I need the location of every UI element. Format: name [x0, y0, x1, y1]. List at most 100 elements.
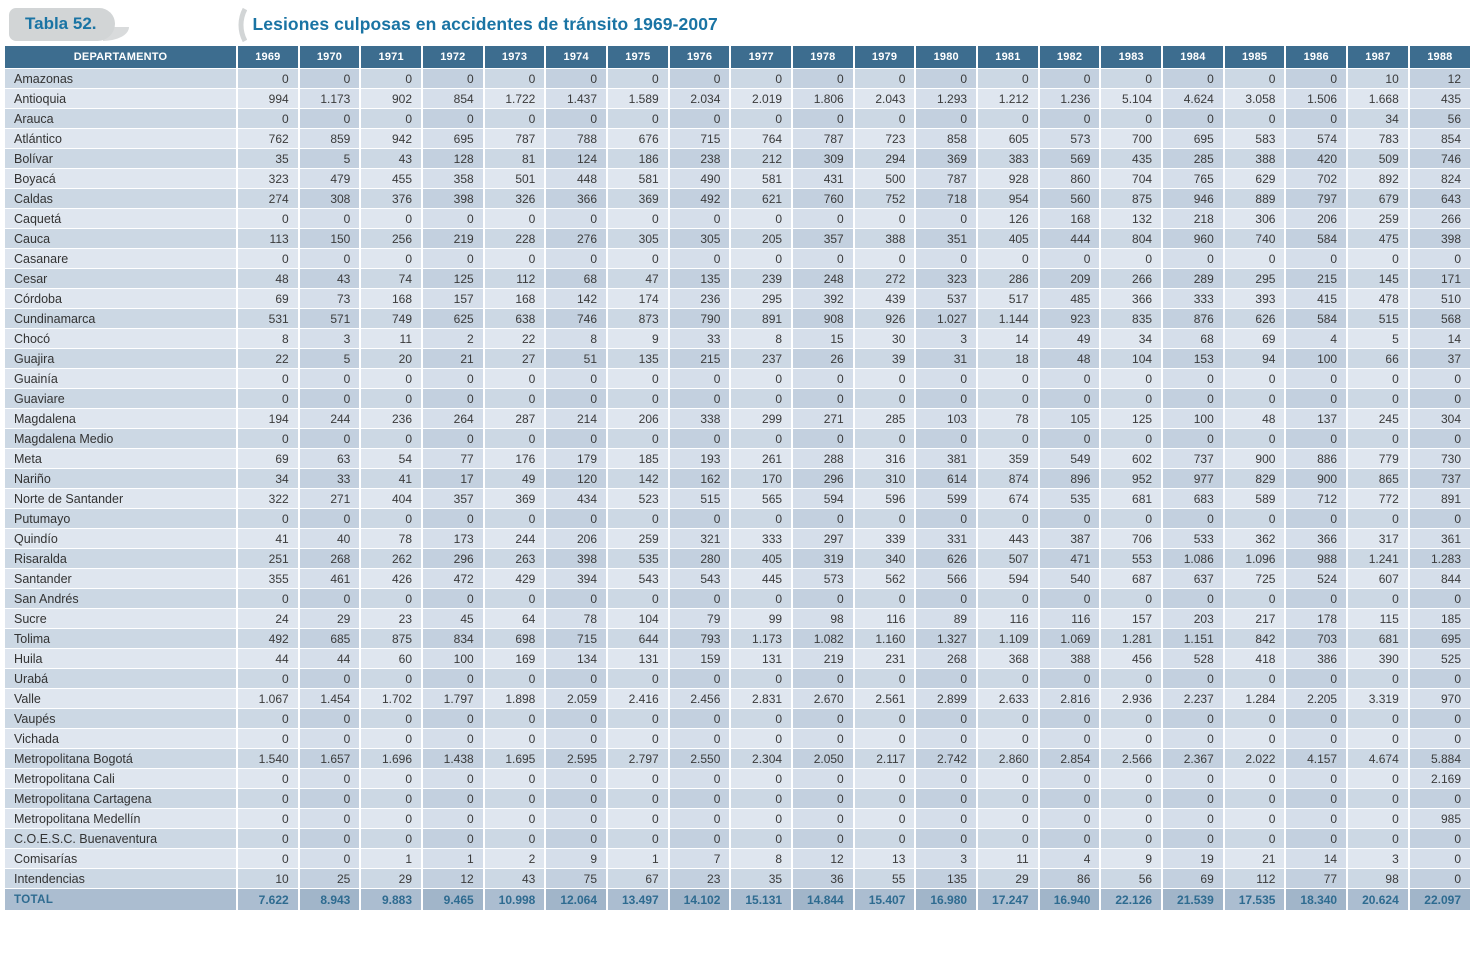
- row-label: Metropolitana Cali: [3, 768, 238, 789]
- table-cell: 100: [421, 648, 485, 669]
- table-cell: 1.702: [359, 688, 423, 709]
- table-cell: 174: [606, 288, 670, 309]
- table-cell: 112: [482, 268, 546, 289]
- table-cell: 2.595: [544, 748, 608, 769]
- table-cell: 405: [976, 228, 1040, 249]
- column-header-year: 1974: [544, 45, 608, 69]
- table-cell: 217: [1222, 608, 1286, 629]
- table-cell: 14: [976, 328, 1040, 349]
- table-cell: 185: [606, 448, 670, 469]
- table-cell: 13: [852, 848, 916, 869]
- table-cell: 116: [852, 608, 916, 629]
- table-cell: 0: [667, 668, 731, 689]
- table-cell: 358: [421, 168, 485, 189]
- table-cell: 21.539: [1161, 888, 1225, 911]
- table-row: Tolima 492 685 875 834 698 715 644 793 1.173 1.082…: [3, 628, 1471, 649]
- table-cell: 244: [482, 528, 546, 549]
- table-cell: 100: [1284, 348, 1348, 369]
- table-cell: 0: [359, 808, 423, 829]
- table-cell: 0: [791, 428, 855, 449]
- table-cell: 0: [976, 108, 1040, 129]
- table-cell: 0: [667, 808, 731, 829]
- table-cell: 0: [421, 428, 485, 449]
- table-cell: 24: [236, 608, 300, 629]
- table-cell: 383: [976, 148, 1040, 169]
- table-cell: 2.742: [914, 748, 978, 769]
- table-cell: 0: [667, 248, 731, 269]
- table-cell: 704: [1099, 168, 1163, 189]
- table-cell: 1.212: [976, 88, 1040, 109]
- table-cell: 388: [1037, 648, 1101, 669]
- table-cell: 68: [544, 268, 608, 289]
- table-cell: 0: [482, 808, 546, 829]
- table-cell: 245: [1346, 408, 1410, 429]
- table-cell: 0: [976, 388, 1040, 409]
- table-cell: 787: [791, 128, 855, 149]
- table-cell: 0: [976, 708, 1040, 729]
- table-cell: 0: [1037, 708, 1101, 729]
- table-cell: 5: [297, 348, 361, 369]
- table-cell: 268: [297, 548, 361, 569]
- table-cell: 135: [667, 268, 731, 289]
- table-cell: 0: [667, 588, 731, 609]
- table-cell: 0: [482, 768, 546, 789]
- table-cell: 2.050: [791, 748, 855, 769]
- table-row: Risaralda 251 268 262 296 263 398 535 280 405 319 3…: [3, 548, 1471, 569]
- table-cell: 0: [914, 728, 978, 749]
- table-cell: 8: [236, 328, 300, 349]
- table-cell: 297: [791, 528, 855, 549]
- table-cell: 1.173: [297, 88, 361, 109]
- row-label: Risaralda: [3, 548, 238, 569]
- table-cell: 0: [1346, 428, 1410, 449]
- table-cell: 355: [236, 568, 300, 589]
- table-title-bar: Tabla 52. Lesiones culposas en accidente…: [3, 0, 1471, 45]
- table-cell: 637: [1161, 568, 1225, 589]
- table-cell: 0: [1037, 728, 1101, 749]
- table-cell: 366: [544, 188, 608, 209]
- table-cell: 0: [421, 668, 485, 689]
- table-cell: 47: [606, 268, 670, 289]
- table-row: Nariño 34 33 41 17 49 120 142 162 170 296 310 614 874…: [3, 468, 1471, 489]
- table-row: Caquetá 0 0 0 0 0 0 0 0 0 0 0 0 126 168 132 218 306 206 259…: [3, 208, 1471, 229]
- table-cell: 695: [1161, 128, 1225, 149]
- table-cell: 323: [914, 268, 978, 289]
- table-cell: 790: [667, 308, 731, 329]
- table-cell: 30: [852, 328, 916, 349]
- table-cell: 0: [421, 248, 485, 269]
- table-cell: 718: [914, 188, 978, 209]
- table-cell: 0: [852, 208, 916, 229]
- table-cell: 607: [1346, 568, 1410, 589]
- table-cell: 296: [421, 548, 485, 569]
- table-cell: 179: [544, 448, 608, 469]
- table-cell: 214: [544, 408, 608, 429]
- table-cell: 842: [1222, 628, 1286, 649]
- table-cell: 0: [236, 768, 300, 789]
- table-cell: 0: [729, 768, 793, 789]
- table-cell: 568: [1407, 308, 1471, 329]
- table-cell: 0: [482, 668, 546, 689]
- table-cell: 1.695: [482, 748, 546, 769]
- table-cell: 779: [1346, 448, 1410, 469]
- table-cell: 730: [1407, 448, 1471, 469]
- table-cell: 614: [914, 468, 978, 489]
- table-cell: 0: [1407, 668, 1471, 689]
- table-cell: 259: [1346, 208, 1410, 229]
- table-cell: 540: [1037, 568, 1101, 589]
- column-header-year: 1977: [729, 45, 793, 69]
- table-cell: 386: [1284, 648, 1348, 669]
- table-cell: 435: [1099, 148, 1163, 169]
- table-cell: 0: [544, 728, 608, 749]
- table-cell: 0: [359, 388, 423, 409]
- table-cell: 1.797: [421, 688, 485, 709]
- table-cell: 0: [421, 368, 485, 389]
- table-cell: 0: [667, 68, 731, 89]
- table-cell: 128: [421, 148, 485, 169]
- table-cell: 157: [1099, 608, 1163, 629]
- table-cell: 479: [297, 168, 361, 189]
- table-cell: 0: [606, 248, 670, 269]
- table-cell: 0: [1037, 588, 1101, 609]
- table-cell: 0: [1037, 508, 1101, 529]
- table-cell: 299: [729, 408, 793, 429]
- table-cell: 100: [1161, 408, 1225, 429]
- table-cell: 78: [544, 608, 608, 629]
